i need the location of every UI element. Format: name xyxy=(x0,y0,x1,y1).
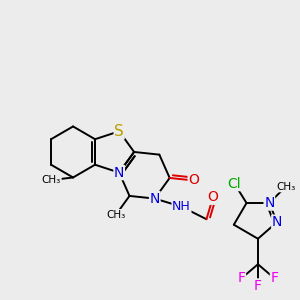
Text: N: N xyxy=(150,192,160,206)
Text: N: N xyxy=(272,215,282,229)
Text: CH₃: CH₃ xyxy=(106,209,126,220)
Text: O: O xyxy=(208,190,218,204)
Text: F: F xyxy=(270,271,278,285)
Text: F: F xyxy=(237,271,245,285)
Text: O: O xyxy=(188,173,199,188)
Text: Cl: Cl xyxy=(228,176,241,190)
Text: N: N xyxy=(264,196,274,210)
Text: CH₃: CH₃ xyxy=(276,182,295,192)
Text: NH: NH xyxy=(172,200,191,213)
Text: S: S xyxy=(114,124,124,139)
Text: F: F xyxy=(254,279,262,293)
Text: CH₃: CH₃ xyxy=(42,175,61,185)
Text: N: N xyxy=(114,166,124,180)
